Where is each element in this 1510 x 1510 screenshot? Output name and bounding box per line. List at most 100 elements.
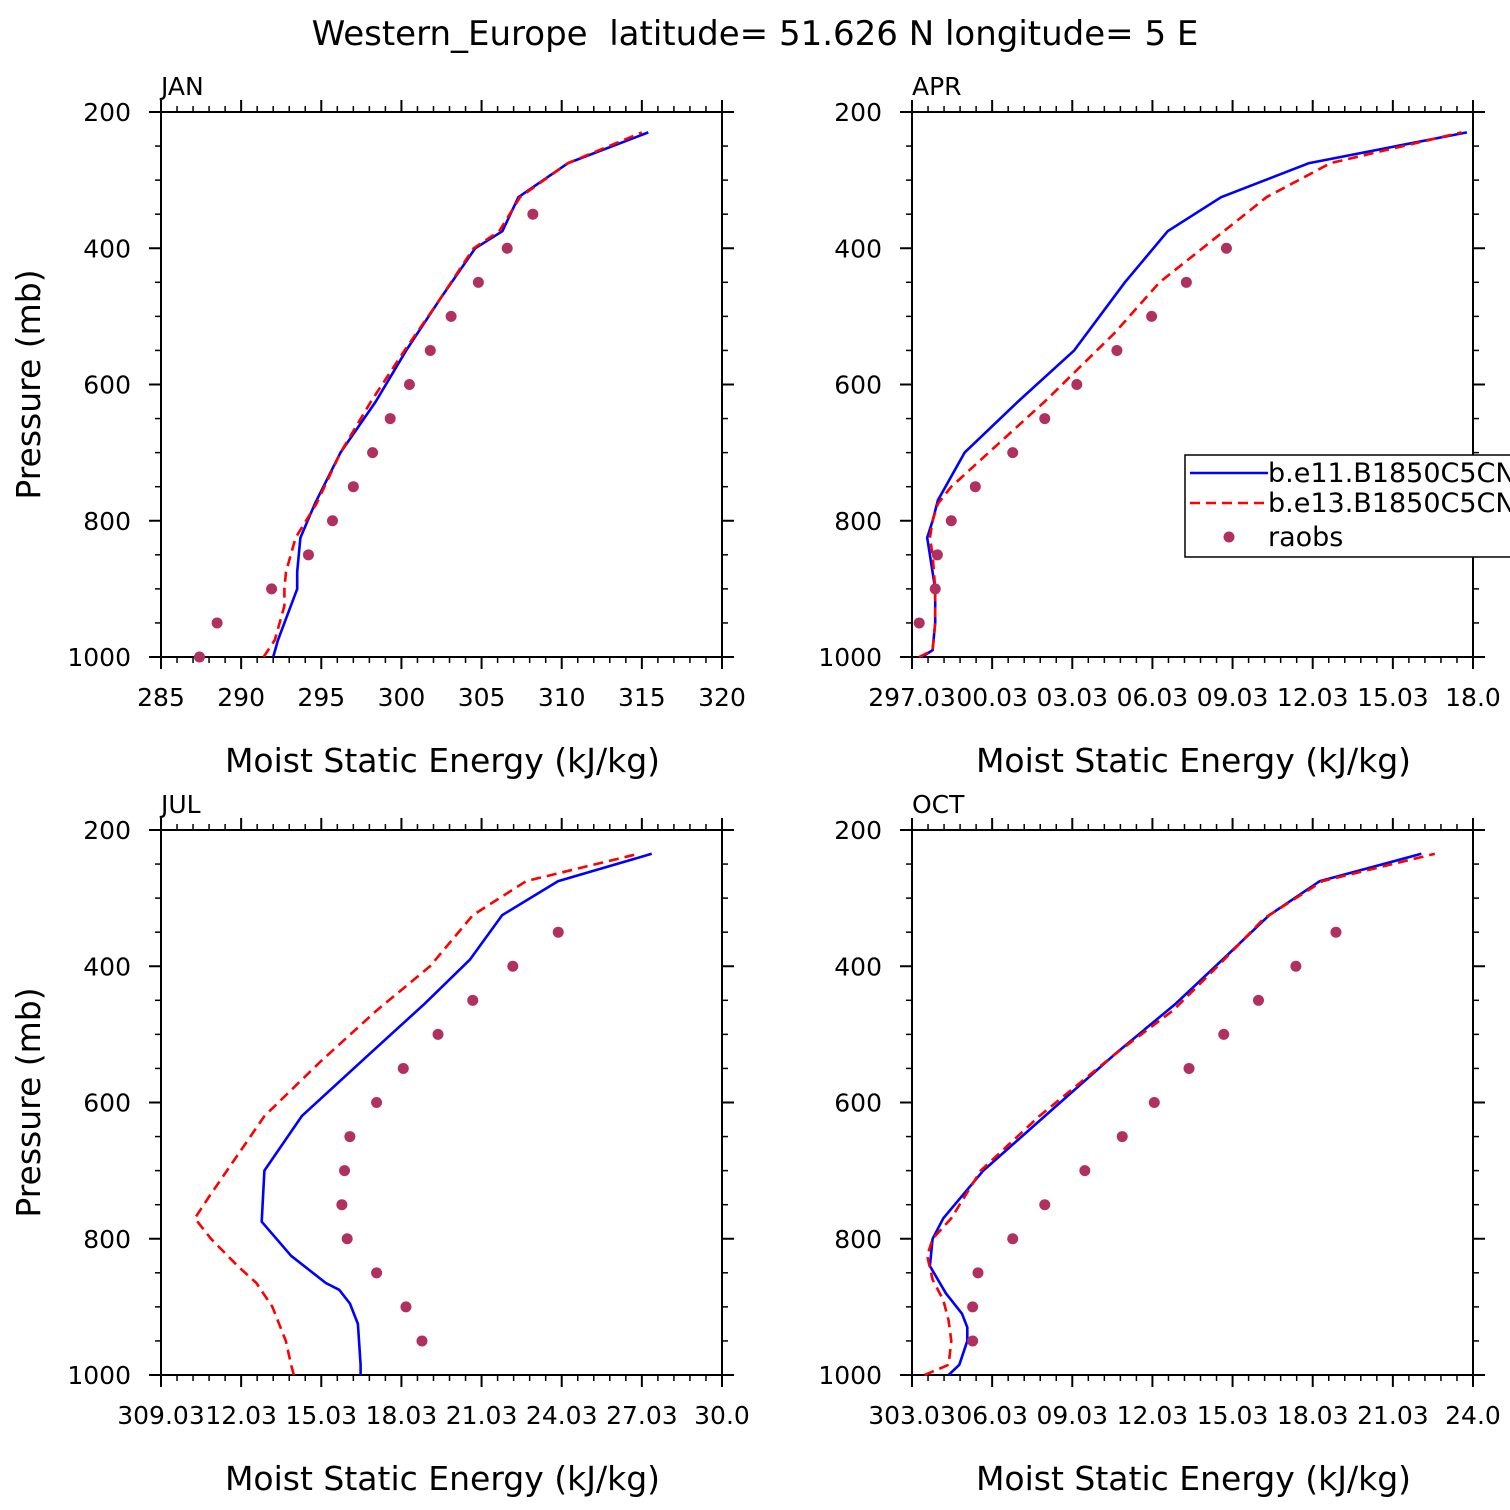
- panel-apr-raobs-point: [1180, 276, 1192, 288]
- panel-jan-xtick-label: 315: [618, 683, 666, 712]
- panel-oct-xtick-label: 303.03: [868, 1401, 955, 1430]
- panel-jan-xtick-label: 320: [698, 683, 746, 712]
- panel-oct-ytick-label: 1000: [818, 1361, 882, 1390]
- panel-apr-xlabel: Moist Static Energy (kJ/kg): [976, 741, 1411, 780]
- panel-jan-raobs-point: [327, 515, 339, 527]
- panel-jan-raobs-point: [193, 651, 205, 663]
- panel-oct-ytick-label: 200: [834, 816, 882, 845]
- panel-oct-raobs-point: [972, 1267, 984, 1279]
- panel-jul: 309.03 12.03 15.03 18.03 21.03 24.03 27.03 30.0…: [9, 790, 750, 1498]
- panel-jan-series-b-e11: [271, 131, 649, 658]
- panel-jul-raobs-point: [341, 1233, 353, 1245]
- panel-oct-raobs-point: [1183, 1062, 1195, 1074]
- panel-oct-xlabel: Moist Static Energy (kJ/kg): [976, 1459, 1411, 1498]
- panel-jul-ytick-label: 800: [83, 1225, 131, 1254]
- panel-jul-ytick-label: 400: [83, 952, 131, 981]
- panel-oct-series-b-e13: [924, 852, 1436, 1377]
- panel-jul-series-b-e11: [260, 852, 653, 1375]
- panel-jan-ytick-label: 600: [83, 371, 131, 400]
- panel-jan-raobs-point: [445, 310, 457, 322]
- panel-oct-raobs-point: [1079, 1165, 1091, 1177]
- panel-jul-raobs-point: [552, 926, 564, 938]
- panel-jul-raobs-point: [507, 960, 519, 972]
- panel-jan-raobs-point: [367, 447, 379, 459]
- panel-jul-xtick-label: 30.0: [694, 1401, 750, 1430]
- panel-jan-xtick-label: 305: [458, 683, 506, 712]
- panel-apr-raobs-point: [1039, 413, 1051, 425]
- panel-jan-xtick-label: 310: [538, 683, 586, 712]
- panel-jul-raobs-point: [339, 1165, 351, 1177]
- panel-jul-frame: [160, 829, 723, 1376]
- panel-apr-title: APR: [912, 72, 962, 101]
- panel-jul-series-b-e13: [193, 852, 639, 1376]
- panel-jul-raobs-point: [467, 994, 479, 1006]
- panel-oct-raobs-point: [1252, 994, 1264, 1006]
- panel-oct-raobs-point: [967, 1301, 979, 1313]
- panel-jan-raobs-point: [501, 242, 513, 254]
- panel-apr-xtick-label: 00.03: [956, 683, 1028, 712]
- legend-label: raobs: [1268, 522, 1343, 553]
- figure-title: Western_Europe latitude= 51.626 N longit…: [312, 14, 1199, 54]
- panel-jul-xtick-label: 24.03: [526, 1401, 598, 1430]
- panel-jan-xtick-label: 295: [297, 683, 345, 712]
- panel-oct-ytick-label: 800: [834, 1225, 882, 1254]
- panel-oct-xtick-label: 12.03: [1117, 1401, 1189, 1430]
- panel-oct-ytick-label: 400: [834, 952, 882, 981]
- panel-oct-raobs-point: [1148, 1097, 1160, 1108]
- panel-jan-ytick-label: 400: [83, 234, 131, 263]
- panel-jan-ylabel: Pressure (mb): [9, 269, 48, 499]
- panel-apr-raobs-point: [929, 583, 941, 595]
- panel-jul-xtick-label: 309.03: [117, 1401, 204, 1430]
- panel-jan-xlabel: Moist Static Energy (kJ/kg): [225, 741, 660, 780]
- panel-jul-ytick-label: 1000: [67, 1361, 131, 1390]
- panel-jan-ytick-label: 800: [83, 507, 131, 536]
- panel-jan-raobs-point: [424, 344, 436, 356]
- panel-jul-xtick-label: 27.03: [606, 1401, 678, 1430]
- panel-oct-xtick-label: 24.0: [1445, 1401, 1501, 1430]
- panel-oct-raobs-point: [1007, 1233, 1019, 1245]
- panel-jul-raobs-point: [397, 1062, 409, 1074]
- panel-apr-raobs-point: [931, 549, 943, 561]
- panel-apr-raobs-point: [1146, 310, 1158, 322]
- panel-jan-raobs-point: [302, 549, 314, 561]
- panel-apr-series-b-e13: [918, 131, 1462, 659]
- panel-jan-ytick-label: 1000: [67, 643, 131, 672]
- panel-oct-raobs-point: [967, 1335, 979, 1347]
- panel-apr-raobs-point: [945, 515, 957, 527]
- legend-marker-raobs: [1223, 531, 1235, 543]
- panel-jan-series-b-e13: [262, 131, 643, 658]
- panel-jan-frame: [160, 111, 723, 658]
- panel-oct-xtick-label: 09.03: [1036, 1401, 1108, 1430]
- panel-jan: 285 290 295 300 305 310 315 320 1000 800 600 400 200…: [9, 72, 746, 780]
- panel-jul-raobs-point: [432, 1028, 444, 1040]
- panel-apr-raobs-point: [1007, 447, 1019, 459]
- panel-apr-series-b-e11: [921, 131, 1468, 659]
- panel-oct-xtick-label: 18.03: [1277, 1401, 1349, 1430]
- panel-jan-raobs-point: [211, 617, 223, 629]
- panel-jan-raobs-point: [527, 208, 539, 220]
- panel-apr-xtick-label: 03.03: [1036, 683, 1108, 712]
- panel-oct-frame: [911, 829, 1474, 1376]
- panel-jul-ytick-label: 600: [83, 1089, 131, 1118]
- panel-jan-title: JAN: [159, 72, 204, 101]
- panel-jan-raobs-point: [403, 379, 415, 390]
- panel-jul-ylabel: Pressure (mb): [9, 987, 48, 1217]
- panel-apr-raobs-point: [1220, 242, 1232, 254]
- panel-oct-raobs-point: [1116, 1131, 1128, 1143]
- panel-jan-raobs-point: [266, 583, 278, 595]
- panel-apr-raobs-point: [1111, 344, 1123, 356]
- legend-label: b.e11.B1850C5CN: [1268, 458, 1510, 489]
- panel-jul-xtick-label: 21.03: [446, 1401, 518, 1430]
- panel-jul-xlabel: Moist Static Energy (kJ/kg): [225, 1459, 660, 1498]
- panel-jul-raobs-point: [336, 1199, 348, 1211]
- panel-apr-xtick-label: 12.03: [1277, 683, 1349, 712]
- panel-jul-ytick-label: 200: [83, 816, 131, 845]
- panel-oct-raobs-point: [1290, 960, 1302, 972]
- panel-oct-xtick-label: 06.03: [956, 1401, 1028, 1430]
- panel-apr-raobs-point: [969, 481, 981, 493]
- panel-apr-raobs-point: [913, 617, 925, 629]
- panel-jan-xtick-label: 285: [137, 683, 185, 712]
- panel-oct-raobs-point: [1039, 1199, 1051, 1211]
- panel-oct-xtick-label: 21.03: [1357, 1401, 1429, 1430]
